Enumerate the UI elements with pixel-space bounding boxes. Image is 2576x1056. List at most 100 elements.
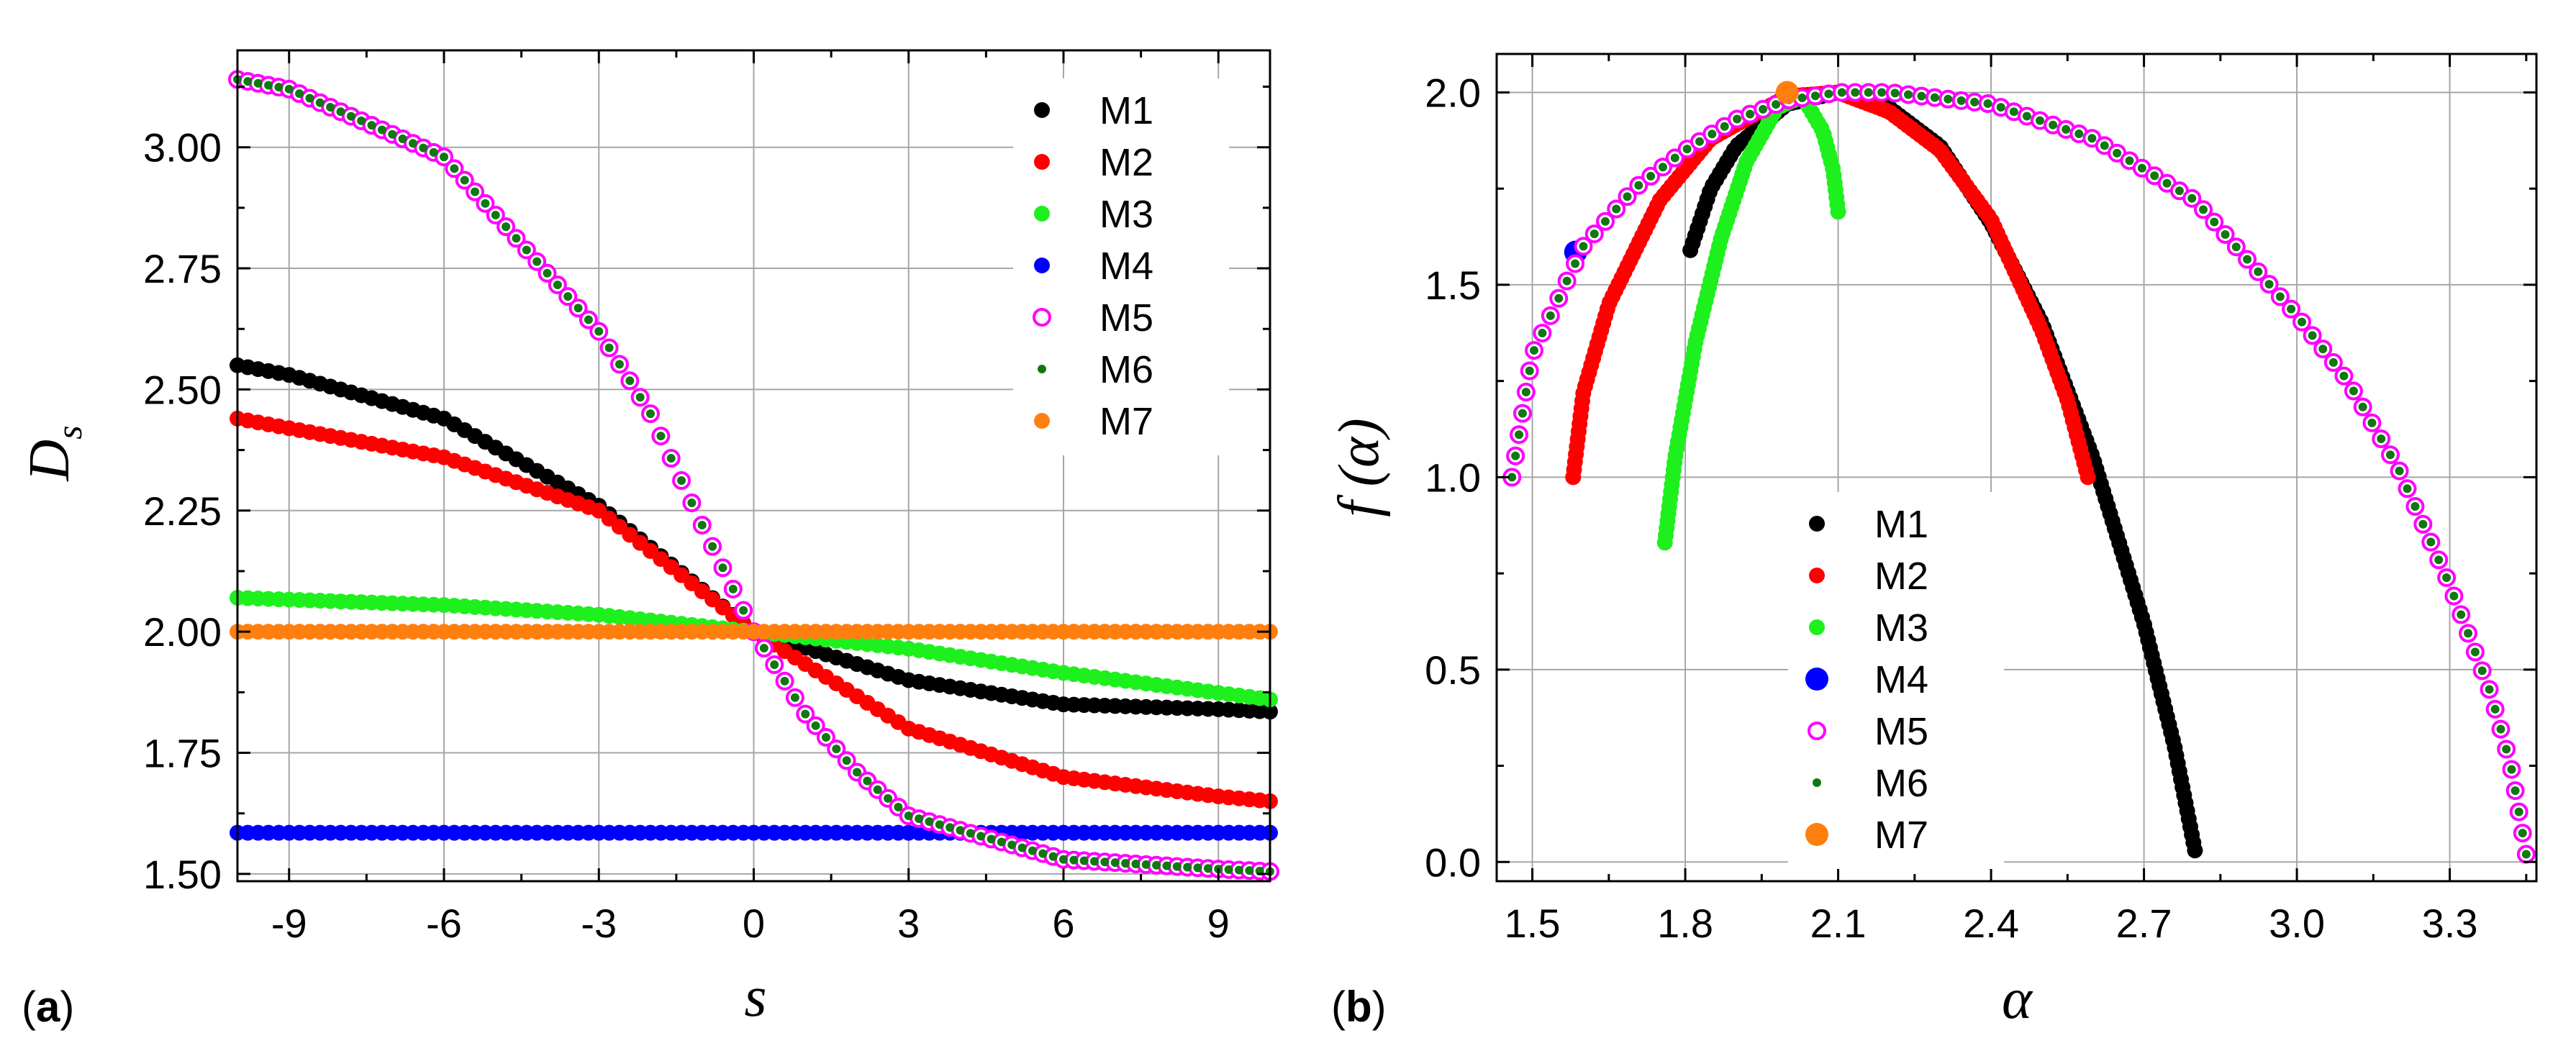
point-M6 [915,814,924,824]
legend-label: M6 [1874,762,1928,805]
point-M6 [697,521,707,529]
point-M6 [2442,573,2452,582]
point-M6 [1824,89,1833,99]
point-M6 [2358,402,2367,411]
legend-label: M1 [1099,89,1153,132]
point-M6 [1746,109,1755,119]
series-M6 [1507,88,2531,859]
point-M6 [1682,145,1692,154]
point-M6 [945,823,955,832]
x-tick-label: 9 [1207,901,1230,946]
point-M6 [718,563,727,573]
point-M6 [2137,163,2146,173]
point-M6 [1507,473,1517,482]
x-tick-label: 3 [897,901,920,946]
x-tick-label: 2.1 [1810,901,1867,946]
point-M6 [677,476,686,486]
point-M6 [2125,156,2134,165]
legend-item-M1: M1 [1034,89,1153,132]
panel-label-open: ( [1331,983,1346,1031]
point-M6 [770,660,779,669]
legend-item-M4: M4 [1034,245,1153,288]
point-M6 [842,756,851,765]
point-M6 [563,292,573,301]
point-M6 [284,84,294,94]
point-M6 [1017,843,1027,852]
point-M6 [1810,91,1820,101]
point-M3 [1809,619,1825,635]
point-M3 [1830,204,1846,220]
point-M6 [2485,685,2494,694]
point-M6 [1090,857,1099,866]
y-tick-label: 2.0 [1425,70,1481,115]
point-M6 [2298,317,2307,327]
point-M6 [2036,116,2045,125]
point-M1 [1809,516,1825,532]
point-M6 [2162,178,2172,188]
y-tick-label: 3.00 [143,125,222,170]
point-M6 [1930,93,1939,102]
point-M6 [1007,840,1017,850]
point-M6 [2113,148,2122,158]
point-M6 [1797,94,1807,103]
point-M6 [295,89,304,99]
point-M6 [1956,96,1966,105]
point-M6 [1234,865,1243,875]
y-tick-label: 1.5 [1425,263,1481,308]
point-M6 [2087,134,2097,143]
point-M6 [759,644,768,653]
panel-label-letter: b [1346,983,1372,1031]
x-tick-label: -3 [581,901,617,946]
point-M6 [2022,111,2031,121]
point-M6 [2511,786,2520,796]
series-M6 [233,75,1274,876]
point-M6 [1059,855,1068,864]
point-M6 [925,817,934,827]
point-M6 [1131,859,1140,868]
point-M6 [873,785,882,794]
point-M6 [1851,88,1860,97]
point-M1 [1034,102,1050,118]
legend-label: M3 [1874,606,1928,650]
point-M6 [491,210,500,219]
point-M6 [1100,857,1110,867]
point-M6 [987,834,996,844]
point-M6 [429,147,438,157]
point-M6 [1600,217,1610,226]
panel-label: (a) [22,983,74,1031]
point-M6 [780,676,789,686]
legend-item-M7: M7 [1805,814,1928,857]
legend-item-M6: M6 [1038,348,1153,391]
point-M6 [2187,194,2197,203]
point-M5 [1033,308,1051,327]
panel-label-close: ) [60,983,74,1031]
point-M6 [2514,807,2523,816]
point-M6 [1038,365,1046,373]
point-M6 [1579,242,1588,251]
point-M6 [346,111,355,121]
point-M1 [2187,842,2203,859]
legend-b: M1 M2 M3 M4 M5 M6 M7 [1788,492,2004,869]
point-M6 [2062,124,2071,134]
legend-item-M3: M3 [1809,606,1928,650]
legend-item-M3: M3 [1034,193,1153,236]
series-M5 [228,70,1279,881]
y-axis-label-sub: s [49,425,89,439]
point-M6 [377,125,386,135]
legend-label: M6 [1099,348,1153,391]
point-M6 [1917,91,1926,101]
point-M6 [2490,704,2500,714]
point-M6 [450,164,459,173]
legend-label: M4 [1874,658,1928,701]
point-M6 [1634,181,1643,190]
point-M6 [2377,434,2386,444]
point-M6 [2385,450,2395,460]
point-M4 [1034,258,1050,273]
legend-label: M7 [1099,400,1153,443]
point-M6 [1193,863,1202,873]
legend-item-M6: M6 [1813,762,1928,805]
point-M6 [2426,537,2436,547]
point-M6 [1141,860,1151,869]
point-M6 [481,199,490,208]
point-M6 [2395,466,2404,475]
